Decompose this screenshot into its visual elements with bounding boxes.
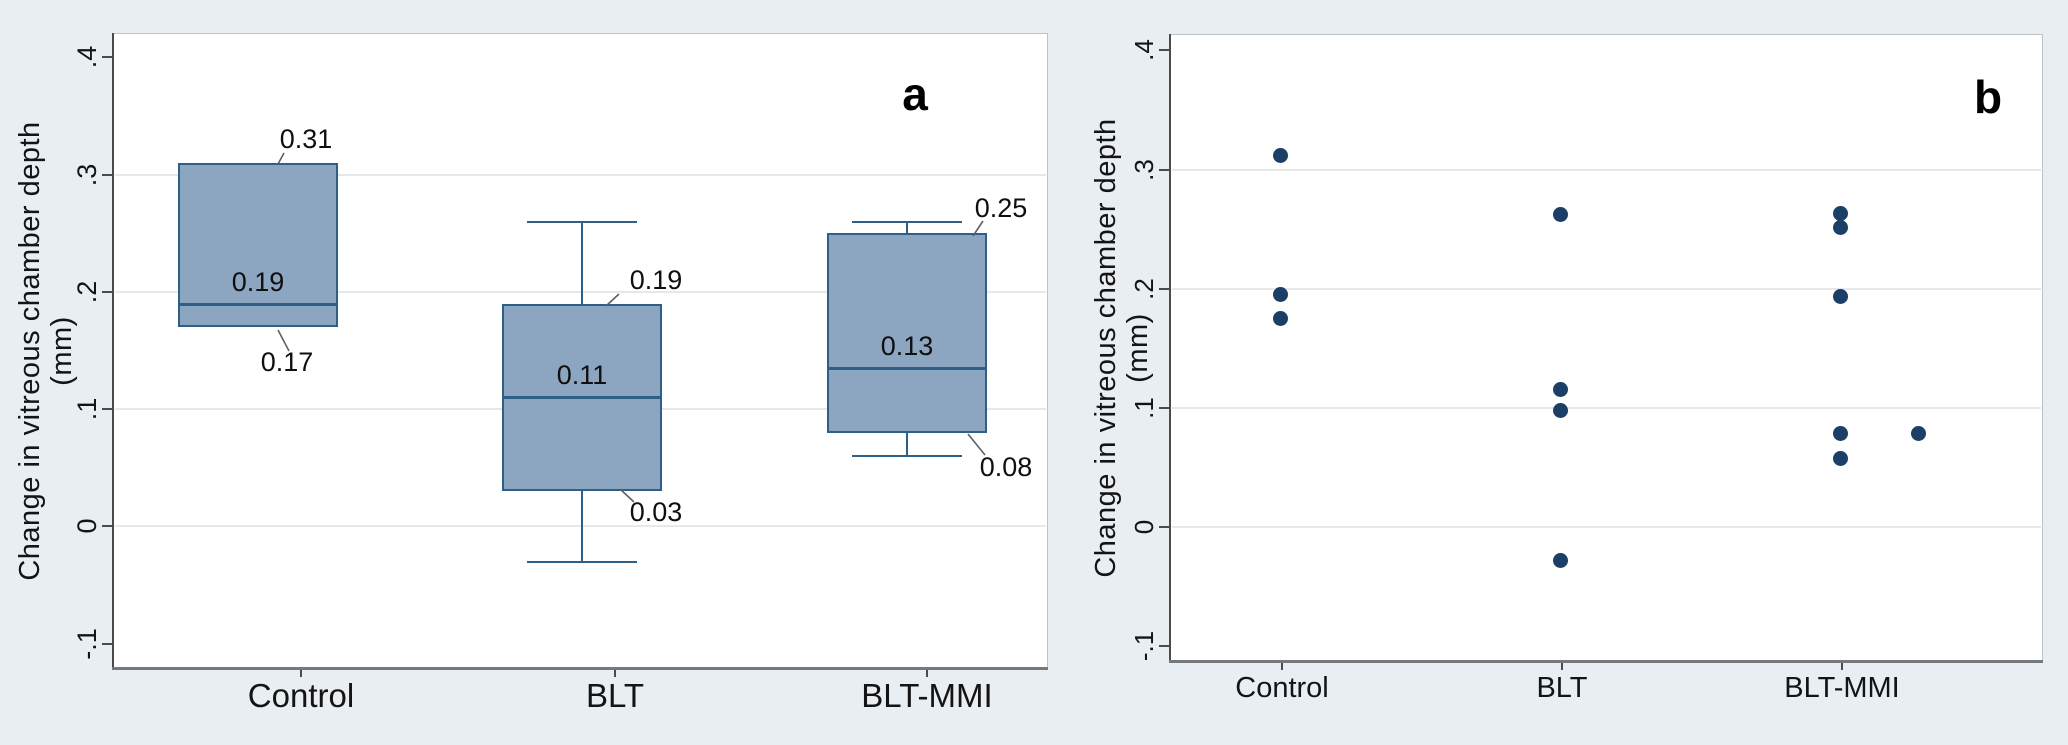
whisker-cap	[527, 220, 637, 223]
x-tick	[300, 670, 302, 677]
y-tick	[1159, 168, 1169, 171]
scatter-point	[1272, 310, 1288, 326]
x-tick	[1841, 663, 1843, 670]
x-category-label-control: Control	[247, 677, 355, 714]
whisker-line	[581, 221, 583, 304]
scatter-point	[1552, 382, 1568, 398]
x-category-label-blt-mmi: BLT-MMI	[861, 677, 993, 714]
x-category-label-control: Control	[1235, 672, 1329, 704]
quartile-label: 0.19	[629, 265, 683, 295]
panel-letter-b: b	[1973, 71, 2003, 123]
gridline	[115, 290, 1046, 293]
x-category-label-blt: BLT	[585, 677, 645, 714]
scatter-point	[1832, 220, 1848, 236]
gridline	[1172, 287, 2041, 290]
y-axis-line	[1169, 34, 1171, 661]
quartile-label: 0.08	[979, 452, 1033, 482]
scatter-point	[1910, 426, 1926, 442]
box-median-line	[502, 396, 662, 400]
y-tick	[102, 56, 112, 59]
scatter-point	[1832, 426, 1848, 442]
y-axis-title: Change in vitreous chamber depth (mm)	[14, 120, 78, 581]
x-axis-line	[112, 667, 1048, 670]
plot-border-top	[114, 33, 1048, 34]
y-axis-title: Change in vitreous chamber depth (mm)	[1090, 117, 1154, 578]
median-label: 0.11	[556, 360, 608, 391]
x-axis-line	[1169, 660, 2043, 663]
gridline	[115, 173, 1046, 176]
whisker-line	[581, 491, 583, 562]
x-tick	[614, 670, 616, 677]
x-tick	[926, 670, 928, 677]
gridline	[1172, 168, 2041, 171]
y-tick-label: .4	[1129, 39, 1159, 62]
scatter-point	[1832, 289, 1848, 305]
gridline	[115, 525, 1046, 528]
median-label: 0.13	[880, 331, 934, 362]
scatter-point	[1552, 207, 1568, 223]
x-tick	[1561, 663, 1563, 670]
plot-border-right	[2042, 34, 2043, 661]
y-tick	[1159, 525, 1169, 528]
panel-letter-a: a	[902, 68, 928, 120]
scatter-point	[1552, 552, 1568, 568]
box-median-line	[827, 367, 987, 371]
quartile-label: 0.31	[279, 124, 333, 154]
gridline	[1172, 525, 2041, 528]
x-category-label-blt-mmi: BLT-MMI	[1784, 672, 1900, 704]
y-tick	[102, 408, 112, 411]
y-tick-label: .4	[72, 46, 102, 69]
whisker-line	[906, 221, 908, 234]
plot-border-top	[1171, 34, 2043, 35]
plot-area-b	[1171, 35, 2042, 660]
box-plot-blt-mmi	[827, 233, 987, 433]
y-tick-label: 0	[72, 518, 102, 534]
y-tick	[1159, 49, 1169, 52]
y-tick	[102, 642, 112, 645]
gridline	[1172, 406, 2041, 409]
y-axis-line	[112, 33, 114, 668]
scatter-point	[1272, 147, 1288, 163]
x-tick	[1281, 663, 1283, 670]
y-tick-label: 0	[1129, 519, 1159, 534]
y-tick-label: -.1	[72, 627, 102, 660]
y-tick	[1159, 406, 1169, 409]
scatter-point	[1832, 451, 1848, 467]
whisker-line	[906, 432, 908, 456]
y-tick	[102, 173, 112, 176]
whisker-cap	[527, 560, 637, 563]
whisker-cap	[852, 220, 962, 223]
quartile-label: 0.17	[260, 347, 314, 377]
y-tick	[1159, 644, 1169, 647]
y-tick-label: -.1	[1129, 630, 1159, 661]
y-tick-label: .3	[72, 163, 102, 186]
y-tick	[102, 290, 112, 293]
scatter-point	[1552, 402, 1568, 418]
box-median-line	[178, 302, 338, 306]
quartile-label: 0.03	[629, 497, 683, 527]
plot-border-right	[1047, 33, 1048, 668]
median-label: 0.19	[231, 266, 285, 297]
scatter-point	[1272, 287, 1288, 303]
scatter-point	[1832, 206, 1848, 222]
y-tick-label: .3	[1129, 158, 1159, 181]
y-tick	[102, 525, 112, 528]
box-plot-control	[178, 162, 338, 328]
y-tick	[1159, 287, 1169, 290]
whisker-cap	[852, 455, 962, 457]
quartile-label: 0.25	[974, 193, 1028, 223]
x-category-label-blt: BLT	[1536, 672, 1588, 704]
